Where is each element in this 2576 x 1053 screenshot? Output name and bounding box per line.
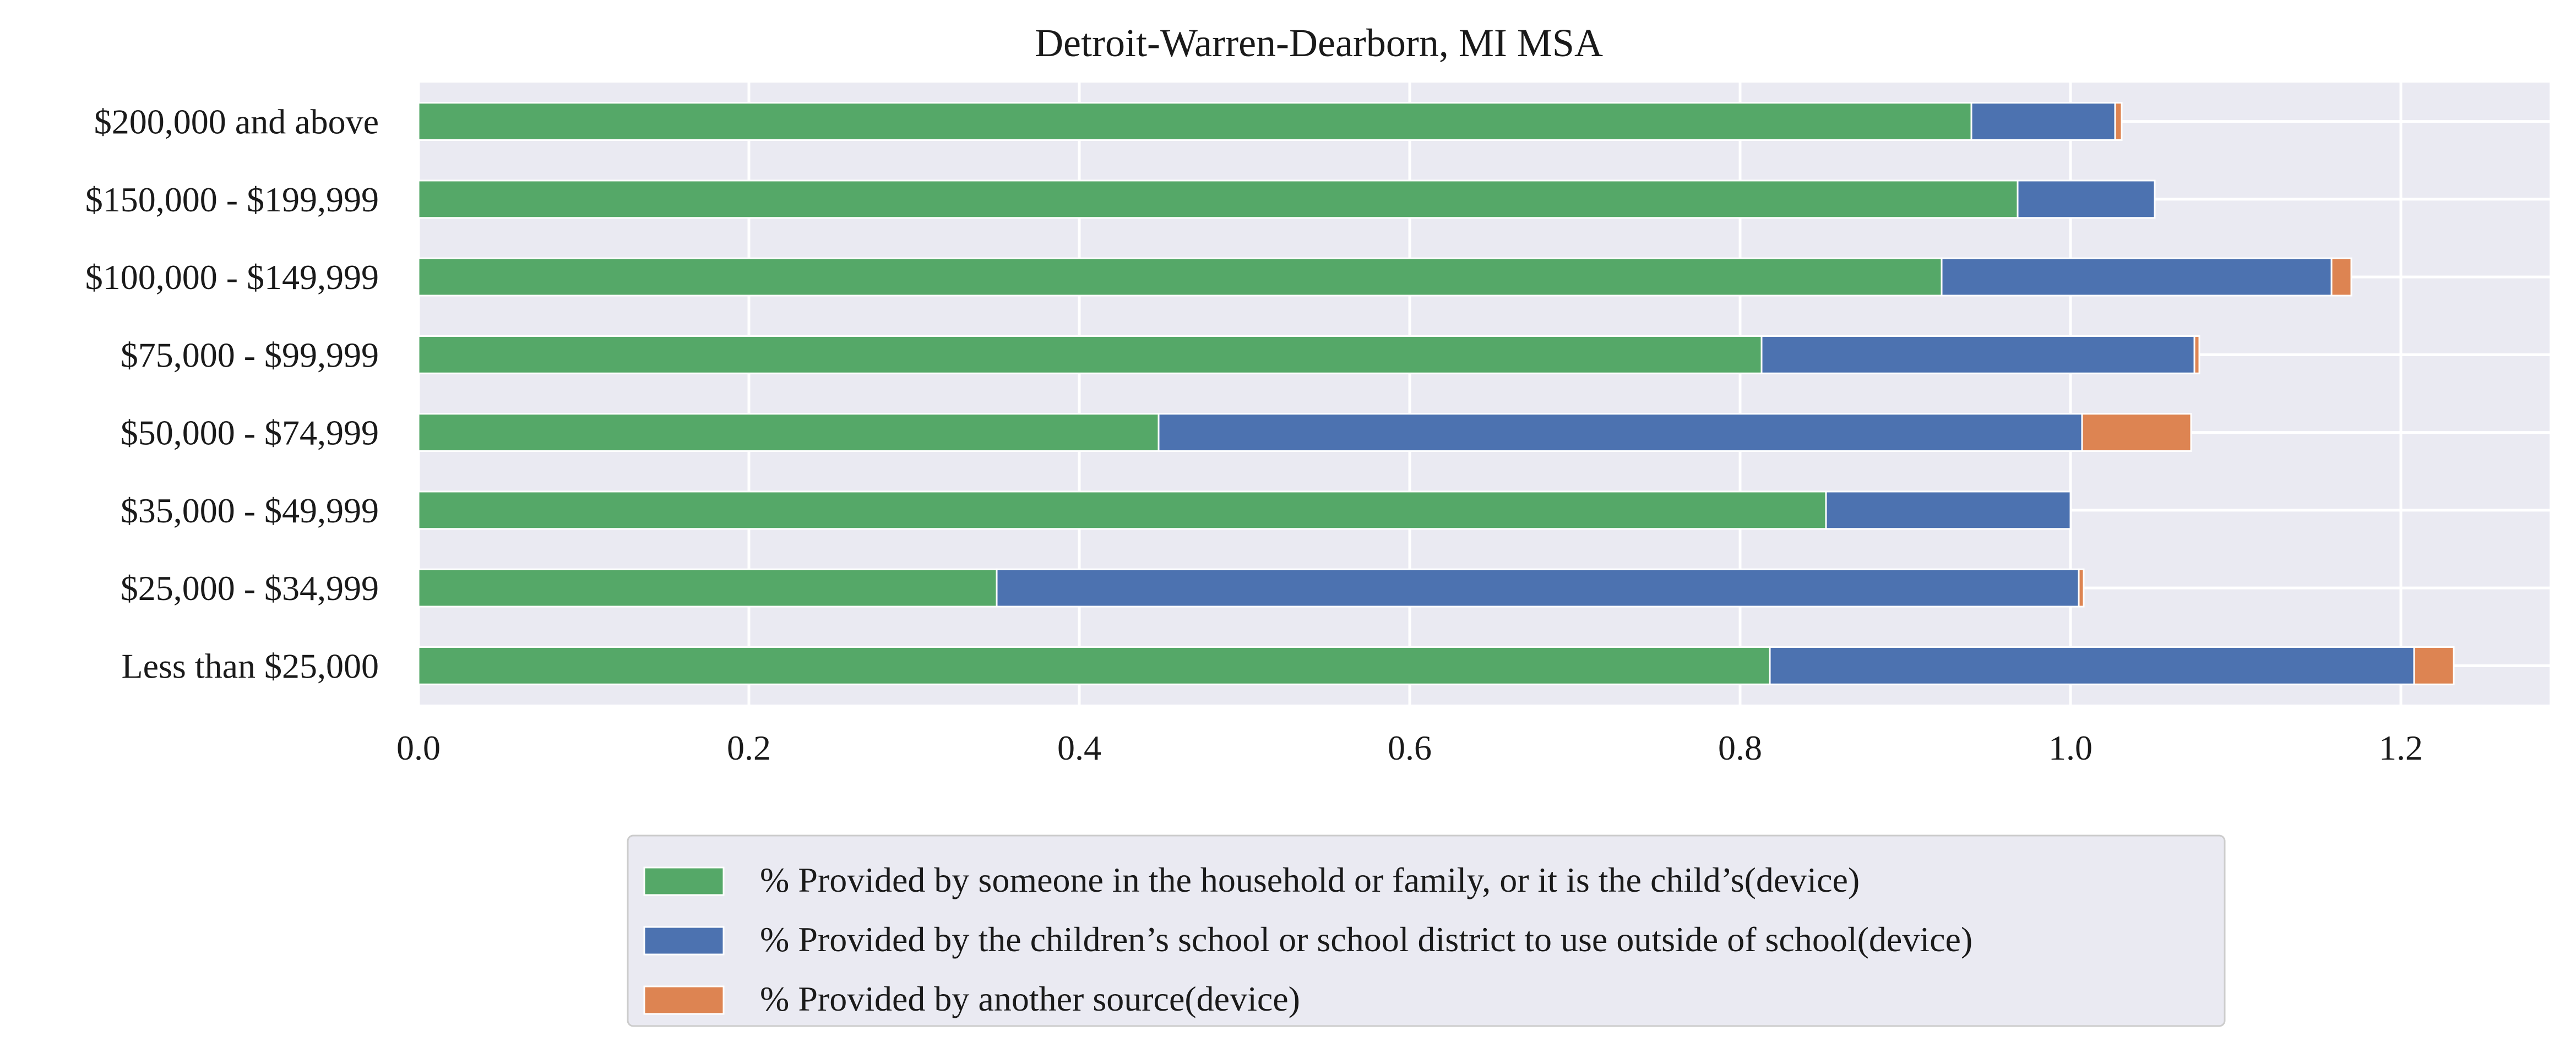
legend-swatch	[643, 926, 725, 956]
x-tick-label: 0.4	[1057, 728, 1101, 767]
legend-label: % Provided by another source(device)	[760, 979, 1300, 1018]
legend: % Provided by someone in the household o…	[627, 834, 2226, 1027]
plot-background	[419, 83, 2550, 705]
y-tick-label: $100,000 - $149,999	[85, 258, 379, 297]
y-tick-label: Less than $25,000	[122, 646, 379, 685]
legend-swatch	[643, 985, 725, 1015]
x-tick-label: 0.8	[1718, 728, 1762, 767]
bar-segment	[417, 646, 1771, 685]
bar-segment	[1157, 413, 2083, 452]
bars	[417, 102, 2455, 685]
bar-segment	[2114, 102, 2123, 141]
legend-label: % Provided by someone in the household o…	[760, 860, 1860, 899]
bar-segment	[2081, 413, 2192, 452]
legend-swatch	[643, 866, 725, 896]
bar-segment	[1970, 102, 2116, 141]
x-tick-label: 1.2	[2379, 728, 2423, 767]
x-tick-label: 0.0	[396, 728, 441, 767]
y-tick-label: $50,000 - $74,999	[121, 413, 379, 452]
y-tick-label: $35,000 - $49,999	[121, 491, 379, 530]
bar-segment	[2193, 335, 2200, 374]
bar-segment	[2413, 646, 2455, 685]
bar-segment	[417, 413, 1160, 452]
legend-label: % Provided by the children’s school or s…	[760, 920, 1972, 959]
y-tick-label: $200,000 and above	[94, 102, 379, 141]
bar-segment	[1825, 490, 2072, 530]
x-tick-label: 0.6	[1388, 728, 1432, 767]
bar-segment	[417, 568, 998, 608]
x-tick-label: 1.0	[2048, 728, 2093, 767]
bar-segment	[417, 179, 2019, 219]
bar-segment	[417, 102, 1972, 141]
x-tick-label: 0.2	[727, 728, 771, 767]
y-tick-label: $150,000 - $199,999	[85, 180, 379, 219]
bar-segment	[1769, 646, 2415, 685]
x-tick-labels: 0.0 0.2 0.4 0.6 0.8 1.0 1.2	[396, 728, 2423, 767]
y-tick-label: $25,000 - $34,999	[121, 569, 379, 608]
bar-segment	[2330, 257, 2352, 297]
bar-segment	[1760, 335, 2195, 374]
y-tick-labels: $200,000 and above $150,000 - $199,999 $10…	[85, 102, 379, 686]
bar-segment	[2017, 179, 2156, 219]
y-tick-label: $75,000 - $99,999	[121, 335, 379, 374]
chart-title: Detroit-Warren-Dearborn, MI MSA	[1035, 21, 1603, 65]
bar-segment	[417, 257, 1943, 297]
bar-segment	[996, 568, 2080, 608]
bar-segment	[417, 490, 1827, 530]
bar-segment	[1941, 257, 2333, 297]
bar-segment	[417, 335, 1763, 374]
legend-box	[627, 834, 2226, 1027]
bar-segment	[2078, 568, 2085, 608]
